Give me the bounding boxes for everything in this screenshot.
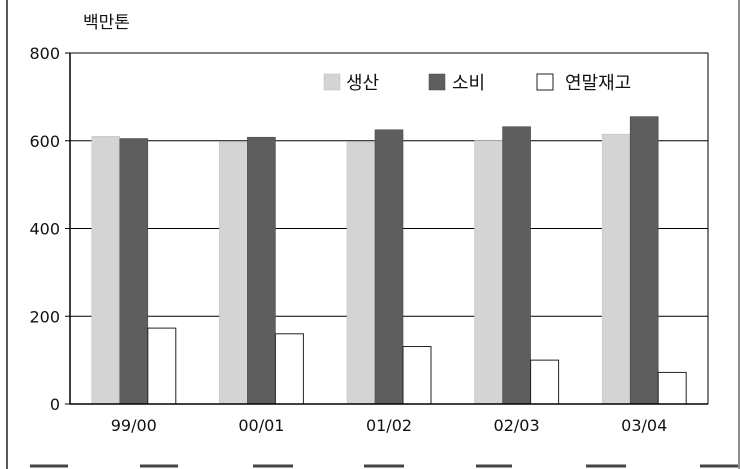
bar-consumption	[629, 116, 659, 405]
legend-label-consumption: 소비	[452, 73, 485, 94]
x-tick-labels: 99/00 00/01 01/02 02/03 03/04	[111, 416, 668, 435]
x-tick-label: 02/03	[494, 416, 540, 435]
bar-production	[601, 133, 631, 405]
legend-label-ending-stock: 연말재고	[565, 73, 631, 94]
bar-consumption	[247, 136, 276, 405]
bar-ending-stock	[402, 346, 432, 405]
bar-consumption	[374, 129, 404, 405]
legend-label-production: 생산	[346, 73, 379, 94]
legend-swatch-consumption	[428, 73, 446, 91]
x-tick-label: 99/00	[111, 416, 157, 435]
bar-production	[91, 136, 121, 405]
bar-production	[474, 140, 503, 405]
y-tick-label: 200	[29, 307, 60, 326]
legend: 생산 소비 연말재고	[323, 73, 631, 94]
bar-consumption	[502, 126, 531, 405]
bar-ending-stock	[657, 371, 687, 405]
bar-ending-stock	[147, 327, 177, 405]
legend-swatch-ending-stock	[536, 73, 554, 91]
y-tick-labels: 0 200 400 600 800	[29, 44, 60, 414]
bar-consumption	[119, 138, 149, 405]
bar-production	[219, 141, 248, 405]
x-tick-label: 00/01	[238, 416, 284, 435]
y-tick-label: 800	[29, 44, 60, 63]
y-tick-label: 0	[50, 395, 60, 414]
y-tick-label: 400	[29, 220, 60, 239]
x-tick-label: 03/04	[621, 416, 667, 435]
x-tick-label: 01/02	[366, 416, 412, 435]
bar-production	[346, 141, 376, 405]
bar-ending-stock	[530, 359, 560, 405]
y-tick-label: 600	[29, 132, 60, 151]
bars	[91, 116, 687, 405]
bar-ending-stock	[274, 333, 304, 405]
legend-swatch-production	[323, 73, 341, 91]
y-axis-unit-label: 백만톤	[83, 13, 130, 33]
